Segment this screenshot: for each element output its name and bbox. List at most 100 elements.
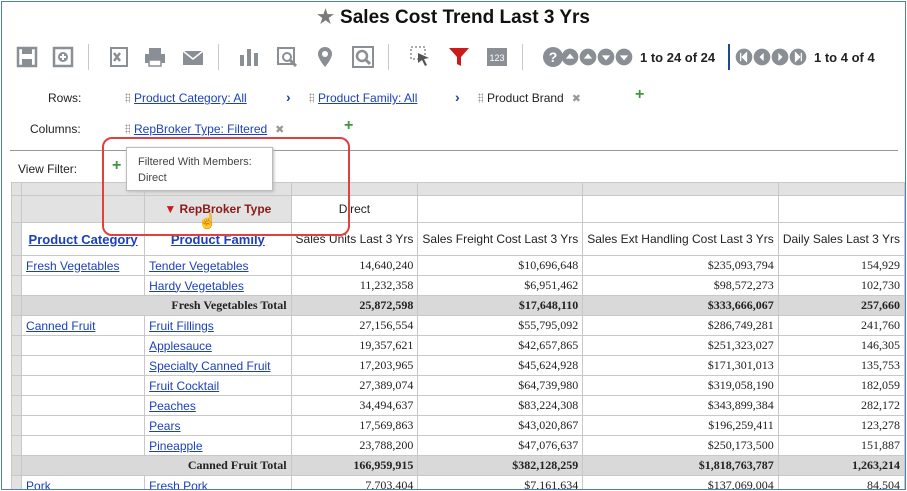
value-cell: $319,058,190 [582,375,779,396]
table-row: Pork Fresh Pork 7,703,404 $7,161,634 $137,06… [10,475,905,489]
family-cell[interactable]: Fresh Pork [144,475,292,489]
analyze-icon[interactable] [274,44,300,70]
divider [10,150,898,151]
value-cell: $64,739,980 [417,375,584,396]
value-cell: 27,389,074 [290,375,419,396]
value-cell: 17,569,863 [290,415,419,436]
svg-text:123: 123 [489,53,504,63]
col-header[interactable]: Sales Ext Handling Cost Last 3 Yrs [582,222,779,256]
value-cell: 14,640,240 [290,255,419,276]
value-cell: $250,173,500 [582,435,779,456]
col-header[interactable]: Daily Sales Last 3 Yrs [777,222,905,256]
add-row-icon[interactable]: + [635,86,645,103]
prev-page-icon[interactable] [578,44,598,70]
category-cell[interactable]: Pork [21,475,146,489]
value-cell: $6,951,462 [417,275,584,296]
chart-icon[interactable] [236,44,262,70]
data-grid: ▼ RepBroker Type Direct Product Category… [10,182,905,489]
value-cell: $45,624,928 [417,355,584,376]
value-cell: 135,753 [777,355,905,376]
total-row: Canned Fruit Total 166,959,915 $382,128,25… [10,455,905,476]
value-cell: $196,259,411 [582,415,779,436]
print-icon[interactable] [142,44,168,70]
chip-product-family[interactable]: Product Family: All [309,91,417,105]
table-row: Hardy Vegetables 11,232,358 $6,951,462 $98,… [10,275,905,296]
value-cell: $43,020,867 [417,415,584,436]
number-format-icon[interactable]: 123 [484,44,510,70]
value-cell: $137,069,004 [582,475,779,489]
value-cell: 241,760 [777,315,905,336]
value-cell: 11,232,358 [290,275,419,296]
email-icon[interactable] [180,44,206,70]
first-col-page-icon[interactable] [734,44,754,70]
close-icon[interactable]: ✖ [275,123,285,136]
family-cell[interactable]: Specialty Canned Fruit [144,355,292,376]
help-icon[interactable]: ? [540,44,566,70]
category-cell[interactable] [21,415,146,436]
chip-product-category[interactable]: Product Category: All [125,91,247,105]
category-cell[interactable]: Canned Fruit [21,315,146,336]
value-cell: $251,323,027 [582,335,779,356]
chip-product-brand[interactable]: Product Brand ✖ [478,91,581,105]
value-cell: $343,899,384 [582,395,779,416]
chip-repbroker-type[interactable]: RepBroker Type: Filtered ✖ [125,122,284,136]
value-cell: $83,224,308 [417,395,584,416]
family-cell[interactable]: Hardy Vegetables [144,275,292,296]
family-cell[interactable]: Fruit Fillings [144,315,292,336]
family-cell[interactable]: Pineapple [144,435,292,456]
family-cell[interactable]: Peaches [144,395,292,416]
value-cell: 27,156,554 [290,315,419,336]
total-row: Fresh Vegetables Total 25,872,598 $17,648,… [10,295,905,316]
family-cell[interactable]: Pears [144,415,292,436]
value-cell: $1,818,763,787 [582,455,779,476]
excel-export-icon[interactable] [106,44,132,70]
value-cell: $55,795,092 [417,315,584,336]
save-icon[interactable] [14,44,40,70]
next-page-icon[interactable] [596,44,616,70]
svg-text:?: ? [549,49,558,65]
filter-triangle-icon[interactable]: ▼ [164,202,177,216]
chevron-right-icon: › [286,89,291,105]
category-cell[interactable] [21,355,146,376]
first-page-icon[interactable] [560,44,580,70]
prev-col-page-icon[interactable] [752,44,772,70]
last-page-icon[interactable] [614,44,634,70]
category-cell[interactable] [21,335,146,356]
value-cell: $382,128,259 [417,455,584,476]
family-cell[interactable]: Fruit Cocktail [144,375,292,396]
highlight-annotation [102,137,350,236]
family-cell[interactable]: Applesauce [144,335,292,356]
category-cell[interactable] [21,275,146,296]
col-header[interactable]: Sales Freight Cost Last 3 Yrs [417,222,584,256]
value-cell: $42,657,865 [417,335,584,356]
value-cell: $10,696,648 [417,255,584,276]
close-icon[interactable]: ✖ [571,92,581,105]
report-title: ★ Sales Cost Trend Last 3 Yrs [317,7,590,28]
select-cursor-icon[interactable] [408,44,434,70]
category-cell[interactable] [21,395,146,416]
table-row: Fresh Vegetables Tender Vegetables 14,640,… [10,255,905,276]
map-pin-icon[interactable] [312,44,338,70]
table-row: Specialty Canned Fruit 17,203,965 $45,624,… [10,355,905,376]
columns-label: Columns: [30,122,81,136]
family-cell[interactable]: Tender Vegetables [144,255,292,276]
save-as-icon[interactable] [50,44,76,70]
filter-tooltip: Filtered With Members: Direct [126,147,273,191]
filter-icon[interactable] [446,44,472,70]
table-row: Applesauce 19,357,621 $42,657,865 $251,323,… [10,335,905,356]
value-cell: 282,172 [777,395,905,416]
last-col-page-icon[interactable] [788,44,808,70]
total-label: Fresh Vegetables Total [21,295,292,316]
add-filter-icon[interactable]: + [112,157,122,174]
zoom-icon[interactable] [350,44,376,70]
category-cell[interactable] [21,375,146,396]
value-cell: 151,887 [777,435,905,456]
table-row: Fruit Cocktail 27,389,074 $64,739,980 $319,… [10,375,905,396]
category-cell[interactable] [21,435,146,456]
star-icon[interactable]: ★ [317,7,335,28]
add-column-icon[interactable]: + [344,117,354,134]
value-cell: 154,929 [777,255,905,276]
category-cell[interactable]: Fresh Vegetables [21,255,146,276]
next-col-page-icon[interactable] [770,44,790,70]
